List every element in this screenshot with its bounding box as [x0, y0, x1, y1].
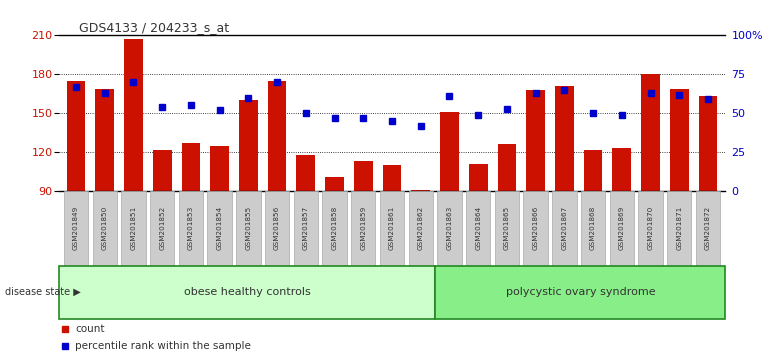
- Text: count: count: [75, 324, 105, 333]
- FancyBboxPatch shape: [122, 191, 146, 266]
- Text: GDS4133 / 204233_s_at: GDS4133 / 204233_s_at: [78, 21, 229, 34]
- FancyBboxPatch shape: [294, 191, 318, 266]
- FancyBboxPatch shape: [208, 191, 232, 266]
- Text: obese healthy controls: obese healthy controls: [183, 287, 310, 297]
- Text: GSM201872: GSM201872: [705, 206, 711, 251]
- Bar: [641, 74, 660, 191]
- FancyBboxPatch shape: [466, 191, 490, 266]
- Bar: [96, 88, 114, 191]
- Text: GSM201853: GSM201853: [188, 206, 194, 251]
- FancyBboxPatch shape: [552, 191, 576, 266]
- Bar: [526, 90, 545, 191]
- Bar: [670, 88, 688, 191]
- FancyBboxPatch shape: [150, 191, 174, 266]
- Text: GSM201862: GSM201862: [418, 206, 423, 251]
- Text: GSM201861: GSM201861: [389, 206, 395, 251]
- Bar: [612, 148, 631, 191]
- FancyBboxPatch shape: [435, 266, 725, 319]
- Text: GSM201864: GSM201864: [475, 206, 481, 251]
- Text: polycystic ovary syndrome: polycystic ovary syndrome: [506, 287, 655, 297]
- FancyBboxPatch shape: [495, 191, 519, 266]
- Text: GSM201867: GSM201867: [561, 206, 568, 251]
- FancyBboxPatch shape: [524, 191, 548, 266]
- FancyBboxPatch shape: [59, 266, 435, 319]
- Text: GSM201870: GSM201870: [648, 206, 654, 251]
- Text: GSM201868: GSM201868: [590, 206, 596, 251]
- Text: GSM201855: GSM201855: [245, 206, 252, 251]
- Bar: [210, 146, 229, 191]
- FancyBboxPatch shape: [265, 191, 289, 266]
- Bar: [469, 164, 488, 191]
- Text: GSM201851: GSM201851: [130, 206, 136, 251]
- Text: GSM201854: GSM201854: [216, 206, 223, 251]
- FancyBboxPatch shape: [581, 191, 605, 266]
- FancyBboxPatch shape: [667, 191, 691, 266]
- Text: GSM201865: GSM201865: [504, 206, 510, 251]
- Bar: [584, 150, 602, 191]
- Bar: [383, 165, 401, 191]
- Bar: [354, 161, 372, 191]
- Bar: [699, 96, 717, 191]
- FancyBboxPatch shape: [322, 191, 347, 266]
- Text: GSM201852: GSM201852: [159, 206, 165, 251]
- Text: GSM201869: GSM201869: [619, 206, 625, 251]
- Bar: [182, 143, 200, 191]
- Bar: [555, 86, 574, 191]
- Text: GSM201859: GSM201859: [361, 206, 366, 251]
- Bar: [153, 150, 172, 191]
- FancyBboxPatch shape: [437, 191, 462, 266]
- Text: GSM201850: GSM201850: [102, 206, 107, 251]
- Bar: [296, 155, 315, 191]
- Bar: [124, 39, 143, 191]
- FancyBboxPatch shape: [179, 191, 203, 266]
- FancyBboxPatch shape: [695, 191, 720, 266]
- FancyBboxPatch shape: [610, 191, 634, 266]
- Bar: [440, 112, 459, 191]
- FancyBboxPatch shape: [379, 191, 405, 266]
- FancyBboxPatch shape: [64, 191, 89, 266]
- FancyBboxPatch shape: [408, 191, 433, 266]
- Text: disease state ▶: disease state ▶: [5, 287, 81, 297]
- Text: GSM201858: GSM201858: [332, 206, 338, 251]
- FancyBboxPatch shape: [236, 191, 260, 266]
- Text: GSM201849: GSM201849: [73, 206, 79, 251]
- FancyBboxPatch shape: [638, 191, 662, 266]
- Bar: [498, 144, 516, 191]
- Bar: [325, 177, 344, 191]
- Text: GSM201863: GSM201863: [446, 206, 452, 251]
- Text: GSM201856: GSM201856: [274, 206, 280, 251]
- Text: GSM201866: GSM201866: [532, 206, 539, 251]
- FancyBboxPatch shape: [93, 191, 117, 266]
- Bar: [239, 100, 258, 191]
- Text: GSM201871: GSM201871: [677, 206, 682, 251]
- FancyBboxPatch shape: [351, 191, 376, 266]
- Text: GSM201857: GSM201857: [303, 206, 309, 251]
- Bar: [412, 190, 430, 191]
- Bar: [67, 81, 85, 191]
- Bar: [268, 81, 286, 191]
- Text: percentile rank within the sample: percentile rank within the sample: [75, 341, 252, 351]
